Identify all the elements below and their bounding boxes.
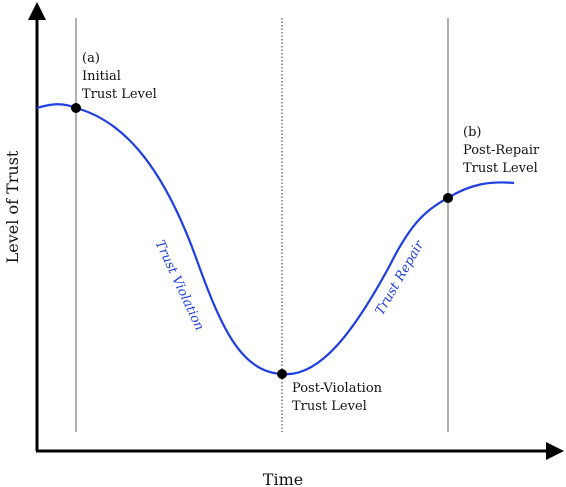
trust-violation-label: Trust Violation xyxy=(152,238,207,333)
y-axis-arrowhead xyxy=(28,2,46,20)
x-axis-label: Time xyxy=(263,470,303,487)
post-repair-trust-point xyxy=(443,193,453,203)
initial-label-line2: Trust Level xyxy=(82,87,157,102)
post-violation-label-line1: Post-Violation xyxy=(292,381,383,396)
initial-tag: (a) xyxy=(82,51,100,66)
initial-label-line1: Initial xyxy=(82,69,121,84)
initial-trust-point xyxy=(71,103,81,113)
y-axis-label: Level of Trust xyxy=(3,150,22,263)
post-violation-trust-point xyxy=(277,369,287,379)
trust-repair-label: Trust Repair xyxy=(373,238,428,318)
post-repair-tag: (b) xyxy=(463,125,481,140)
trust-curve xyxy=(36,103,515,376)
x-axis-arrowhead xyxy=(546,442,564,460)
post-violation-label-line2: Trust Level xyxy=(292,399,367,414)
post-repair-label-line1: Post-Repair xyxy=(463,143,540,158)
post-repair-label-line2: Trust Level xyxy=(463,161,538,176)
